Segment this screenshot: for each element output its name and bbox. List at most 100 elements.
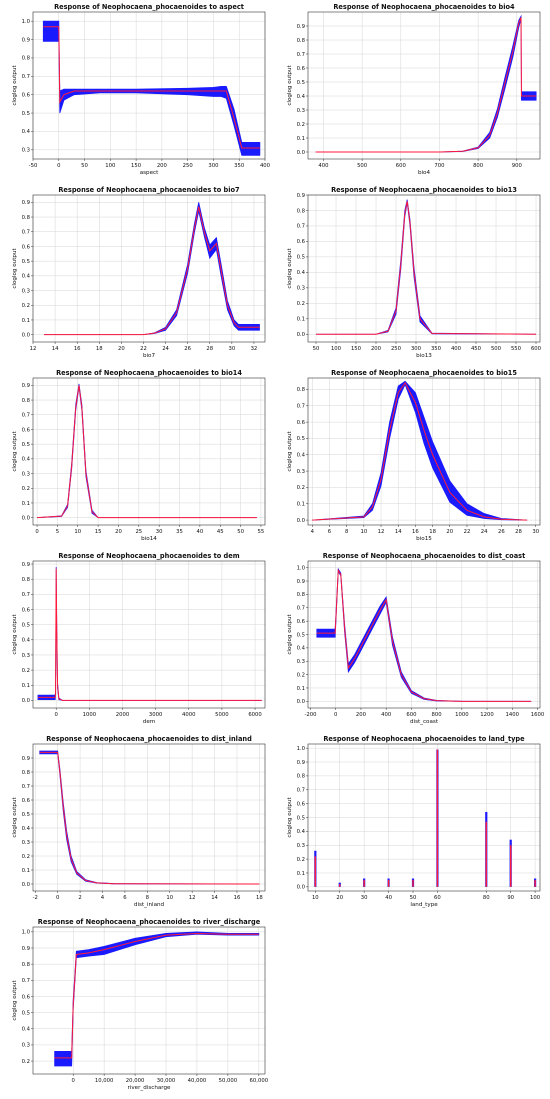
x-tick-label: 200 — [157, 163, 168, 169]
x-tick-label: 1200 — [480, 712, 494, 718]
x-tick-label: 12 — [378, 529, 385, 535]
x-tick-label: 100 — [530, 895, 541, 901]
chart-svg: Response of Neophocaena_phocaenoides to … — [12, 3, 271, 176]
y-tick-label: 0.3 — [22, 840, 30, 846]
y-tick-label: 0.5 — [22, 442, 30, 448]
y-tick-label: 0.7 — [297, 606, 305, 612]
y-tick-label: 0.6 — [22, 798, 31, 804]
chart-panel-bio7: Response of Neophocaena_phocaenoides to … — [0, 183, 275, 366]
x-tick-label: 250 — [183, 163, 194, 169]
chart-title: Response of Neophocaena_phocaenoides to … — [38, 918, 261, 926]
chart-panel-dist-coast: Response of Neophocaena_phocaenoides to … — [275, 549, 550, 732]
chart-panel-aspect: Response of Neophocaena_phocaenoides to … — [0, 0, 275, 183]
plot-frame — [32, 377, 266, 526]
y-tick-label: 0.4 — [297, 270, 306, 276]
mean-response-line — [315, 17, 537, 153]
x-tick-label: 0 — [35, 529, 39, 535]
plot-area — [33, 561, 265, 708]
chart-svg: Response of Neophocaena_phocaenoides to … — [287, 552, 545, 725]
y-axis-label: cloglog output — [287, 431, 293, 472]
y-tick-label: 0.5 — [297, 80, 305, 86]
y-tick-label: 0.2 — [297, 301, 305, 307]
x-tick-label: 10 — [74, 529, 81, 535]
chart-svg: Response of Neophocaena_phocaenoides to … — [12, 918, 269, 1091]
x-tick-label: 700 — [434, 163, 445, 169]
y-axis-label: cloglog output — [287, 65, 293, 106]
y-tick-label: 0.0 — [297, 699, 306, 705]
x-tick-label: 30 — [228, 346, 235, 352]
plot-frame — [32, 926, 266, 1075]
y-tick-label: 0.0 — [22, 515, 31, 521]
chart-title: Response of Neophocaena_phocaenoides to … — [58, 186, 240, 194]
plot-frame — [307, 194, 541, 343]
y-tick-label: 0.0 — [22, 698, 31, 704]
x-tick-label: 200 — [356, 712, 367, 718]
x-tick-label: 50,000 — [219, 1078, 238, 1084]
x-tick-label: 32 — [251, 346, 258, 352]
y-tick-label: 0.4 — [297, 829, 306, 835]
x-tick-label: 550 — [511, 346, 522, 352]
x-tick-label: 10,000 — [95, 1078, 114, 1084]
x-tick-label: 30 — [156, 529, 163, 535]
y-axis-label: cloglog output — [287, 614, 293, 655]
y-axis-label: cloglog output — [287, 797, 293, 838]
x-tick-label: 8 — [345, 529, 349, 535]
x-tick-label: -200 — [305, 712, 318, 718]
x-tick-label: 500 — [357, 163, 368, 169]
y-tick-label: 0.6 — [297, 619, 306, 625]
x-tick-label: 22 — [140, 346, 147, 352]
y-tick-label: 0.1 — [297, 136, 305, 142]
x-tick-label: 600 — [406, 712, 417, 718]
x-tick-label: 200 — [371, 346, 382, 352]
chart-panel-bio13: Response of Neophocaena_phocaenoides to … — [275, 183, 550, 366]
plot-area — [33, 378, 265, 525]
y-tick-label: 0.7 — [22, 784, 30, 790]
mean-response-line — [312, 381, 528, 521]
x-tick-label: 40 — [197, 529, 204, 535]
y-tick-label: 0.1 — [297, 686, 305, 692]
y-tick-label: 0.1 — [297, 871, 305, 877]
x-tick-label: 400 — [260, 163, 271, 169]
x-tick-label: 24 — [162, 346, 169, 352]
bar-80 — [485, 821, 487, 887]
y-tick-label: 0.1 — [22, 501, 30, 507]
x-tick-label: 6 — [123, 895, 127, 901]
y-tick-label: 0.8 — [22, 398, 31, 404]
y-tick-label: 0.3 — [22, 471, 30, 477]
x-tick-label: 4 — [101, 895, 105, 901]
y-axis-label: cloglog output — [12, 614, 18, 655]
x-tick-label: 0 — [57, 163, 61, 169]
y-tick-label: 0.7 — [22, 74, 30, 80]
chart-panel-dist-inland: Response of Neophocaena_phocaenoides to … — [0, 732, 275, 915]
chart-svg: Response of Neophocaena_phocaenoides to … — [287, 186, 542, 359]
y-tick-label: 0.8 — [22, 577, 31, 583]
x-tick-label: 50 — [410, 895, 417, 901]
x-tick-label: 300 — [411, 346, 422, 352]
x-tick-label: 40 — [385, 895, 392, 901]
x-tick-label: 28 — [206, 346, 213, 352]
y-tick-label: 0.0 — [22, 332, 31, 338]
x-tick-label: 60,000 — [250, 1078, 269, 1084]
y-tick-label: 0.9 — [297, 24, 305, 30]
bar-40 — [387, 879, 390, 887]
y-tick-label: 0.1 — [22, 868, 30, 874]
chart-panel-bio14: Response of Neophocaena_phocaenoides to … — [0, 366, 275, 549]
x-tick-label: 90 — [507, 895, 514, 901]
chart-svg: Response of Neophocaena_phocaenoides to … — [12, 369, 266, 542]
x-tick-label: -2 — [33, 895, 38, 901]
x-tick-label: 350 — [234, 163, 245, 169]
y-tick-label: 0.4 — [22, 457, 31, 463]
chart-svg: Response of Neophocaena_phocaenoides to … — [287, 735, 541, 908]
x-tick-label: 800 — [473, 163, 484, 169]
x-tick-label: 16 — [234, 895, 241, 901]
y-tick-label: 0.2 — [22, 1059, 30, 1065]
x-tick-label: 10 — [360, 529, 367, 535]
y-tick-label: 0.9 — [297, 579, 305, 585]
y-tick-label: 0.9 — [22, 200, 30, 206]
y-tick-label: 0.3 — [22, 653, 30, 659]
x-tick-label: 250 — [391, 346, 402, 352]
bar-100 — [534, 879, 536, 887]
x-axis-label: bio4 — [418, 170, 431, 176]
x-tick-label: 30,000 — [157, 1078, 176, 1084]
x-tick-label: 5000 — [215, 712, 229, 718]
